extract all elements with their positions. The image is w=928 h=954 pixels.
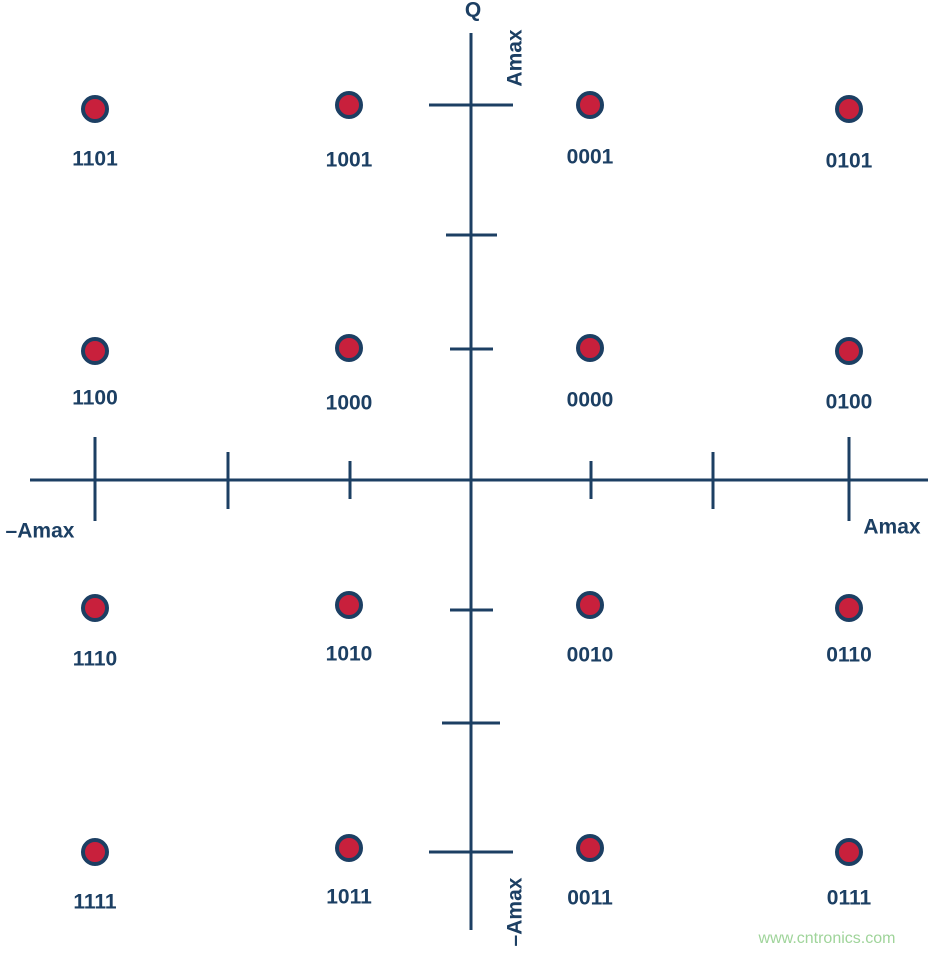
constellation-point xyxy=(335,91,363,119)
i-neg-label: –Amax xyxy=(6,520,75,543)
point-label: 1111 xyxy=(73,891,117,914)
constellation-point xyxy=(576,334,604,362)
watermark: www.cntronics.com xyxy=(758,930,896,947)
q-pos-label: Amax xyxy=(504,29,527,87)
constellation-point xyxy=(576,834,604,862)
point-label: 0100 xyxy=(826,391,873,414)
constellation-point xyxy=(835,95,863,123)
point-label: 0111 xyxy=(827,887,872,910)
constellation-point xyxy=(335,834,363,862)
constellation-point xyxy=(835,337,863,365)
point-label: 1000 xyxy=(326,392,373,415)
q-label: Q xyxy=(465,0,481,22)
point-label: 0101 xyxy=(826,150,873,173)
axis-ticks xyxy=(93,103,851,854)
point-label: 1110 xyxy=(73,648,117,671)
constellation-point xyxy=(81,95,109,123)
point-label: 0010 xyxy=(567,644,614,667)
constellation-point xyxy=(835,838,863,866)
constellation-point xyxy=(81,337,109,365)
constellation-point xyxy=(81,594,109,622)
point-label: 0011 xyxy=(567,887,613,910)
point-label: 1001 xyxy=(326,149,373,172)
constellation-point xyxy=(576,91,604,119)
point-label: 1100 xyxy=(72,387,118,410)
point-label: 1011 xyxy=(326,886,372,909)
q-neg-label: –Amax xyxy=(504,877,527,946)
constellation-point xyxy=(335,591,363,619)
point-label: 1101 xyxy=(72,148,118,171)
point-label: 0110 xyxy=(826,644,872,667)
constellation-point xyxy=(335,334,363,362)
constellation-point xyxy=(81,838,109,866)
point-label: 0001 xyxy=(567,146,614,169)
constellation-point xyxy=(835,594,863,622)
constellation-point xyxy=(576,591,604,619)
i-pos-label: Amax xyxy=(863,516,921,539)
point-label: 1010 xyxy=(326,643,373,666)
point-label: 0000 xyxy=(567,389,614,412)
